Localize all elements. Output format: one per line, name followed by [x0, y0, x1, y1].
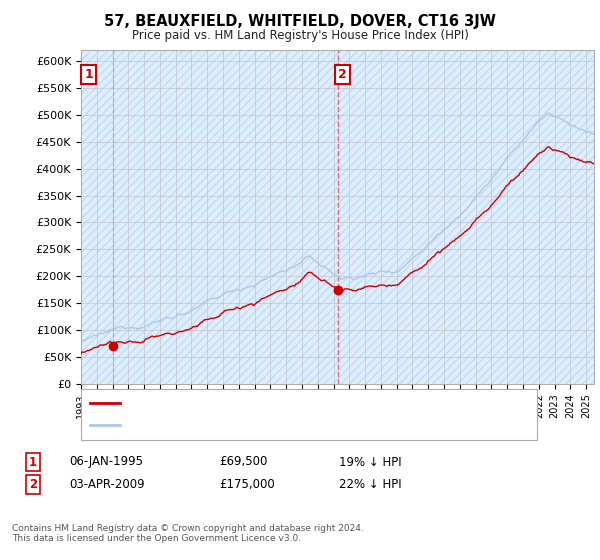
- Text: 06-JAN-1995: 06-JAN-1995: [69, 455, 143, 469]
- Text: 2: 2: [338, 68, 347, 81]
- Text: 03-APR-2009: 03-APR-2009: [69, 478, 145, 491]
- Text: Contains HM Land Registry data © Crown copyright and database right 2024.
This d: Contains HM Land Registry data © Crown c…: [12, 524, 364, 543]
- Text: 19% ↓ HPI: 19% ↓ HPI: [339, 455, 401, 469]
- Text: Price paid vs. HM Land Registry's House Price Index (HPI): Price paid vs. HM Land Registry's House …: [131, 29, 469, 42]
- Text: 2: 2: [29, 478, 37, 491]
- Text: 57, BEAUXFIELD, WHITFIELD, DOVER, CT16 3JW: 57, BEAUXFIELD, WHITFIELD, DOVER, CT16 3…: [104, 14, 496, 29]
- Text: HPI: Average price, detached house, Dover: HPI: Average price, detached house, Dove…: [126, 421, 350, 431]
- Text: 1: 1: [29, 455, 37, 469]
- Text: 22% ↓ HPI: 22% ↓ HPI: [339, 478, 401, 491]
- Text: 57, BEAUXFIELD, WHITFIELD, DOVER, CT16 3JW (detached house): 57, BEAUXFIELD, WHITFIELD, DOVER, CT16 3…: [126, 398, 469, 408]
- Text: 1: 1: [85, 68, 93, 81]
- Text: £175,000: £175,000: [219, 478, 275, 491]
- Text: £69,500: £69,500: [219, 455, 268, 469]
